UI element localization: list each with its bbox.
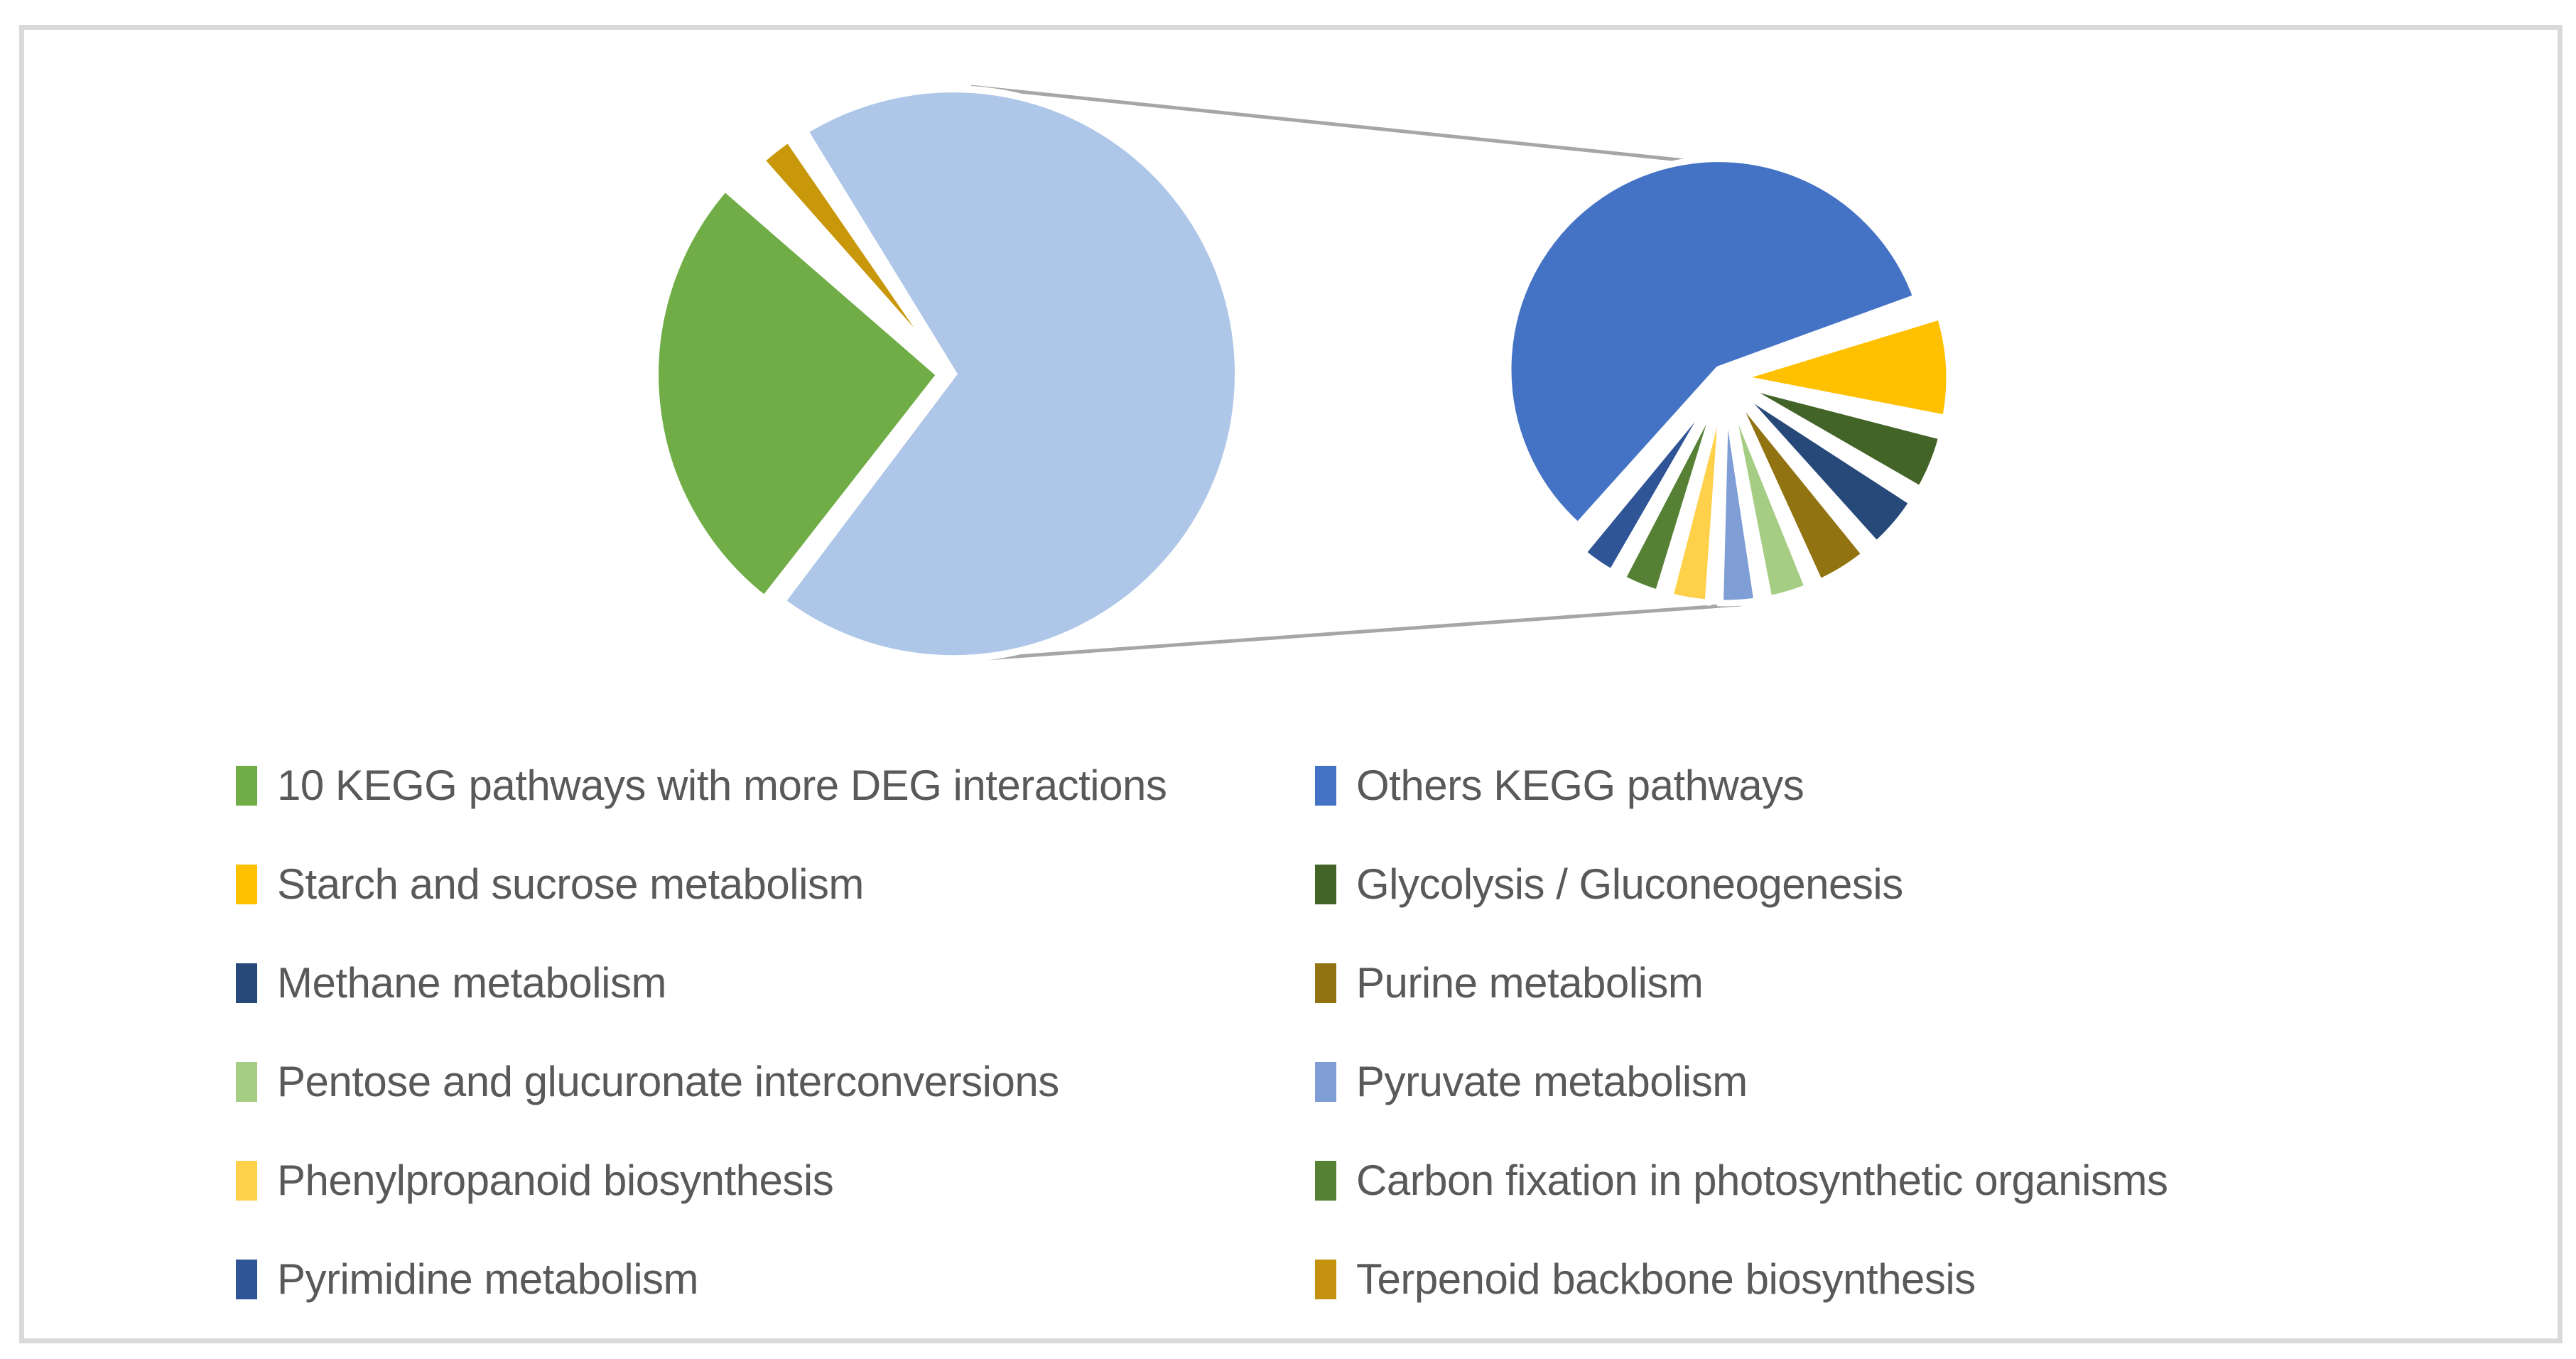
legend-label-others-kegg-pathways: Others KEGG pathways [1356,762,1804,809]
legend-item-pyrimidine-metabolism: Pyrimidine metabolism [236,1255,699,1304]
legend-swatch-carbon-fixation-in-photosynthetic-organisms [1315,1160,1336,1201]
legend-label-pyrimidine-metabolism: Pyrimidine metabolism [277,1255,699,1303]
legend-swatch-methane-metabolism [236,963,257,1003]
main-pie [651,85,1242,663]
slice-carbon-fixation-in-photosynthetic-organisms [1618,390,1723,597]
series-line-top-connector [970,85,1707,165]
legend-swatch-starch-and-sucrose-metabolism [236,864,257,904]
legend-item-starch-and-sucrose-metabolism: Starch and sucrose metabolism [236,860,864,909]
slice-others-kegg-pathways [1505,156,1920,531]
legend-item-terpenoid-backbone-biosynthesis: Terpenoid backbone biosynthesis [1315,1255,1976,1304]
legend-swatch-pyruvate-metabolism [1315,1061,1336,1102]
legend-label-carbon-fixation-in-photosynthetic-organisms: Carbon fixation in photosynthetic organi… [1356,1157,2168,1204]
legend-swatch-glycolysis-gluconeogenesis [1315,864,1336,904]
legend-item-glycolysis-gluconeogenesis: Glycolysis / Gluconeogenesis [1315,860,1903,909]
series-line-bottom-connector [975,602,1741,661]
legend-label-starch-and-sucrose-metabolism: Starch and sucrose metabolism [277,860,864,908]
legend-label-pyruvate-metabolism: Pyruvate metabolism [1356,1058,1748,1105]
slice-pyrimidine-metabolism [1578,388,1720,577]
legend-item-pyruvate-metabolism: Pyruvate metabolism [1315,1057,1748,1106]
slice-expanded-group [776,85,1242,663]
slice-terpenoid-backbone-biosynthesis [756,134,953,377]
slice-purine-metabolism [1729,389,1870,587]
legend-swatch-phenylpropanoid-biosynthesis [236,1160,257,1201]
legend-label-phenylpropanoid-biosynthesis: Phenylpropanoid biosynthesis [277,1157,834,1204]
slice-pyruvate-metabolism [1716,392,1761,607]
secondary-pie [1505,156,1953,607]
legend-label-glycolysis-gluconeogenesis: Glycolysis / Gluconeogenesis [1356,860,1903,908]
legend-swatch-pyrimidine-metabolism [236,1259,257,1299]
legend-swatch-pentose-and-glucuronate-interconversions [236,1061,257,1102]
legend-swatch-others-kegg-pathways [1315,765,1336,806]
legend-item-ten-kegg-pathways-group: 10 KEGG pathways with more DEG interacti… [236,761,1167,810]
legend-label-methane-metabolism: Methane metabolism [277,959,666,1007]
legend-label-pentose-and-glucuronate-interconversions: Pentose and glucuronate interconversions [277,1058,1059,1105]
legend-item-methane-metabolism: Methane metabolism [236,958,666,1007]
legend-item-phenylpropanoid-biosynthesis: Phenylpropanoid biosynthesis [236,1156,834,1205]
slice-ten-kegg-pathways-group [651,183,945,605]
legend-label-purine-metabolism: Purine metabolism [1356,959,1704,1007]
legend-item-pentose-and-glucuronate-interconversions: Pentose and glucuronate interconversions [236,1057,1059,1106]
slice-phenylpropanoid-biosynthesis [1666,391,1726,606]
legend-label-terpenoid-backbone-biosynthesis: Terpenoid backbone biosynthesis [1356,1255,1976,1303]
slice-starch-and-sucrose-metabolism [1738,312,1953,422]
legend-swatch-terpenoid-backbone-biosynthesis [1315,1259,1336,1299]
figure-border [19,25,2563,1343]
slice-glycolysis-gluconeogenesis [1736,381,1946,494]
legend-item-purine-metabolism: Purine metabolism [1315,958,1704,1007]
legend-item-carbon-fixation-in-photosynthetic-organisms: Carbon fixation in photosynthetic organi… [1315,1156,2168,1205]
legend-swatch-ten-kegg-pathways-group [236,765,257,806]
legend-swatch-purine-metabolism [1315,963,1336,1003]
legend-item-others-kegg-pathways: Others KEGG pathways [1315,761,1804,810]
legend-label-ten-kegg-pathways-group: 10 KEGG pathways with more DEG interacti… [277,762,1167,809]
slice-pentose-and-glucuronate-interconversions [1726,391,1812,602]
slice-methane-metabolism [1733,385,1917,549]
